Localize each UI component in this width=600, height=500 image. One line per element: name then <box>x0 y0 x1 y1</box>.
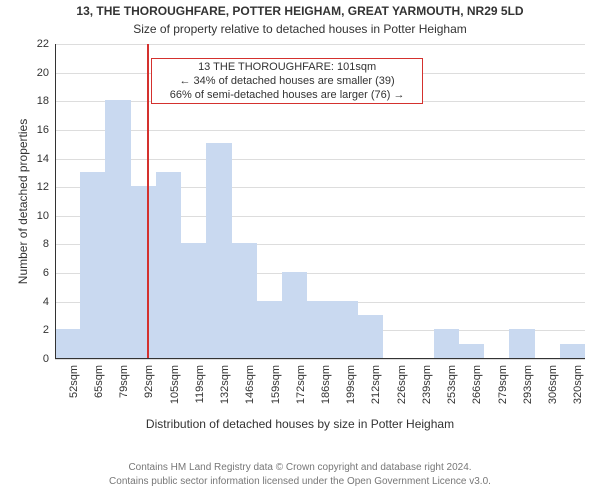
histogram-bar <box>307 301 332 359</box>
y-tick-label: 12 <box>37 181 49 193</box>
y-tick-label: 20 <box>37 67 49 79</box>
y-tick-label: 0 <box>43 353 49 365</box>
annotation-line: 66% of semi-detached houses are larger (… <box>156 89 418 103</box>
annotation-line: ← 34% of detached houses are smaller (39… <box>156 75 418 89</box>
histogram-bar <box>358 315 383 359</box>
y-tick-label: 6 <box>43 267 49 279</box>
footer-line-2: Contains public sector information licen… <box>0 476 600 487</box>
x-tick-label: 320sqm <box>572 365 584 404</box>
y-tick-label: 18 <box>37 95 49 107</box>
y-tick-label: 8 <box>43 238 49 250</box>
x-tick-label: 253sqm <box>446 365 458 404</box>
footer-line-1: Contains HM Land Registry data © Crown c… <box>0 462 600 473</box>
x-tick-label: 146sqm <box>244 365 256 404</box>
gridline <box>55 359 585 360</box>
histogram-bar <box>282 272 307 359</box>
reference-line <box>147 44 149 359</box>
x-tick-label: 226sqm <box>396 365 408 404</box>
x-tick-label: 199sqm <box>345 365 357 404</box>
histogram-bar <box>232 243 257 359</box>
histogram-bar <box>131 186 156 359</box>
y-tick-label: 22 <box>37 38 49 50</box>
x-tick-label: 65sqm <box>93 365 105 398</box>
annotation-box: 13 THE THOROUGHFARE: 101sqm← 34% of deta… <box>151 58 423 104</box>
histogram-bar <box>257 301 282 359</box>
chart-subtitle: Size of property relative to detached ho… <box>0 22 600 36</box>
y-tick-label: 4 <box>43 296 49 308</box>
chart-title: 13, THE THOROUGHFARE, POTTER HEIGHAM, GR… <box>0 4 600 18</box>
x-tick-label: 119sqm <box>194 365 206 403</box>
x-tick-label: 52sqm <box>68 365 80 398</box>
x-tick-label: 279sqm <box>497 365 509 404</box>
x-tick-label: 239sqm <box>421 365 433 404</box>
gridline <box>55 159 585 160</box>
x-tick-label: 159sqm <box>270 365 282 404</box>
y-axis-label: Number of detached properties <box>16 44 30 359</box>
histogram-bar <box>80 172 105 359</box>
x-axis-line <box>55 358 585 359</box>
histogram-bar <box>55 329 80 359</box>
x-tick-label: 132sqm <box>219 365 231 404</box>
x-tick-label: 172sqm <box>295 365 307 404</box>
x-tick-label: 79sqm <box>118 365 130 398</box>
x-tick-label: 92sqm <box>143 365 155 398</box>
gridline <box>55 130 585 131</box>
x-tick-label: 293sqm <box>522 365 534 404</box>
histogram-bar <box>560 344 585 359</box>
y-tick-label: 10 <box>37 210 49 222</box>
x-tick-label: 266sqm <box>471 365 483 404</box>
histogram-bar <box>206 143 231 359</box>
y-axis-line <box>55 44 56 359</box>
histogram-bar <box>105 100 130 359</box>
histogram-bar <box>181 243 206 359</box>
plot-area: 024681012141618202252sqm65sqm79sqm92sqm1… <box>55 44 585 359</box>
x-axis-label: Distribution of detached houses by size … <box>0 417 600 431</box>
histogram-bar <box>333 301 358 359</box>
histogram-bar <box>509 329 534 359</box>
x-tick-label: 212sqm <box>370 365 382 404</box>
histogram-bar <box>156 172 181 359</box>
gridline <box>55 44 585 45</box>
x-tick-label: 105sqm <box>169 365 181 404</box>
annotation-line: 13 THE THOROUGHFARE: 101sqm <box>156 61 418 75</box>
histogram-bar <box>459 344 484 359</box>
y-tick-label: 14 <box>37 153 49 165</box>
y-tick-label: 16 <box>37 124 49 136</box>
x-tick-label: 306sqm <box>547 365 559 404</box>
histogram-bar <box>434 329 459 359</box>
y-tick-label: 2 <box>43 324 49 336</box>
x-tick-label: 186sqm <box>320 365 332 404</box>
